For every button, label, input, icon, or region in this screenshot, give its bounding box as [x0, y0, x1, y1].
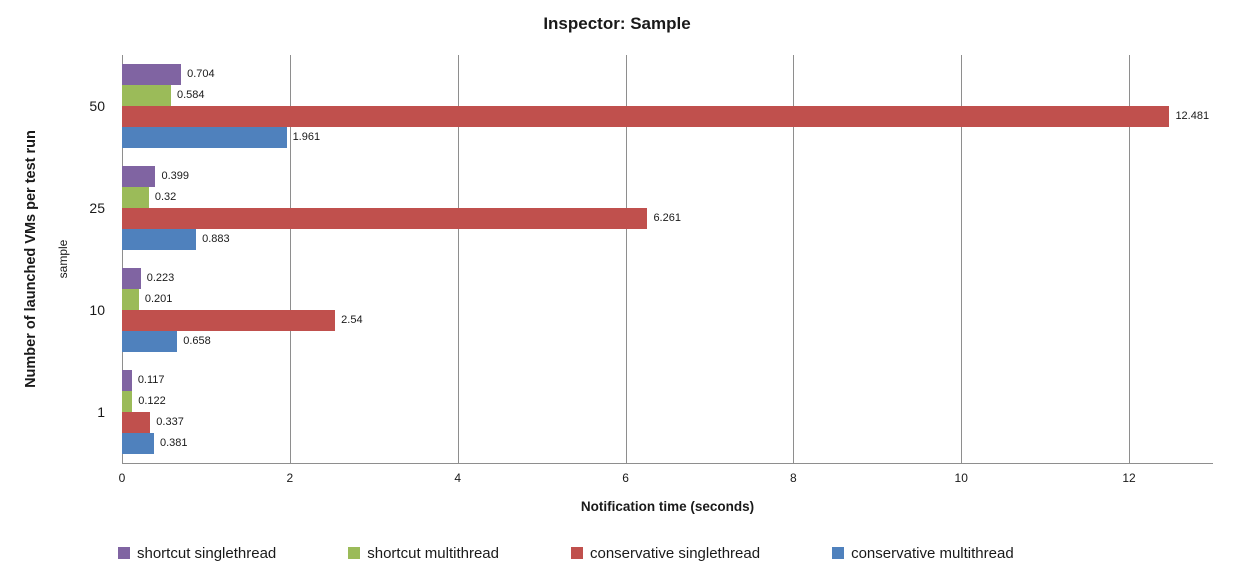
bar-value-label: 0.883: [202, 233, 230, 245]
x-tick-labels: 0 2 4 6 8 10 12: [118, 471, 1213, 486]
x-tick-label: 2: [286, 471, 294, 485]
bar-value-label: 0.381: [159, 437, 188, 449]
x-tick-label: 10: [954, 471, 968, 485]
bar-value-label: 0.704: [187, 68, 215, 80]
bar: [122, 106, 1170, 127]
x-tick-label: 0: [118, 471, 126, 485]
gridline: [289, 55, 291, 463]
bar: [122, 268, 141, 289]
gridline: [793, 55, 795, 463]
x-axis-title: Notification time (seconds): [580, 499, 755, 514]
plot-area: 0.704 0.584 12.481 1.961 0.399 0.32 6.261 0.883…: [122, 55, 1213, 464]
chart-title: Inspector: Sample: [543, 14, 691, 33]
bar-value-label: 0.337: [156, 416, 184, 428]
bar: [122, 208, 648, 229]
bar: [122, 64, 182, 85]
gridline: [457, 55, 459, 463]
x-tick-label: 6: [622, 471, 629, 485]
legend: shortcut singlethread shortcut multithrea…: [118, 542, 1014, 564]
bar-value-label: 0.658: [183, 335, 211, 347]
x-tick-label: 8: [790, 471, 797, 485]
bar-value-label: 0.201: [144, 293, 173, 305]
bar-value-label: 0.122: [138, 395, 166, 407]
bar: [122, 85, 171, 106]
category-label: 10: [89, 302, 105, 318]
gridline: [1129, 55, 1131, 463]
category-label: 25: [89, 200, 105, 216]
bar: [122, 289, 139, 310]
category-label: 50: [89, 98, 105, 114]
legend-item: shortcut singlethread: [118, 545, 276, 562]
bar-value-label: 0.117: [137, 374, 165, 386]
bar: [122, 127, 287, 148]
bar: [122, 370, 132, 391]
bar: [122, 391, 133, 412]
bar-value-label: 2.54: [341, 314, 363, 326]
legend-item: shortcut multithread: [348, 545, 499, 562]
bar: [122, 187, 149, 208]
gridline: [122, 55, 123, 463]
legend-label: shortcut singlethread: [137, 544, 277, 562]
category-label: 1: [97, 404, 105, 420]
bar-value-label: 0.32: [154, 191, 177, 203]
bar-value-label: 6.261: [653, 212, 681, 224]
bar-value-label: 12.481: [1175, 110, 1210, 122]
bar-value-label: 0.223: [146, 272, 175, 284]
legend-label: shortcut multithread: [367, 544, 499, 562]
bar: [122, 412, 151, 433]
bar-value-label: 1.961: [292, 131, 321, 143]
bar: [122, 310, 336, 331]
legend-item: conservative multithread: [832, 545, 1014, 562]
legend-item: conservative singlethread: [570, 544, 761, 562]
bar: [122, 433, 154, 454]
legend-label: conservative singlethread: [589, 544, 761, 562]
x-tick-label: 4: [454, 471, 462, 485]
legend-swatch: [832, 547, 845, 559]
legend-swatch: [570, 547, 583, 559]
legend-swatch: [118, 547, 130, 559]
bar: [122, 229, 197, 250]
bar-value-label: 0.584: [177, 89, 205, 101]
gridline: [961, 55, 963, 463]
bar: [122, 166, 156, 187]
bar: [122, 331, 178, 352]
bar-value-label: 0.399: [161, 170, 190, 182]
gridline: [625, 55, 627, 463]
legend-label: conservative multithread: [851, 544, 1014, 562]
x-tick-label: 12: [1122, 471, 1136, 485]
legend-swatch: [348, 547, 361, 559]
